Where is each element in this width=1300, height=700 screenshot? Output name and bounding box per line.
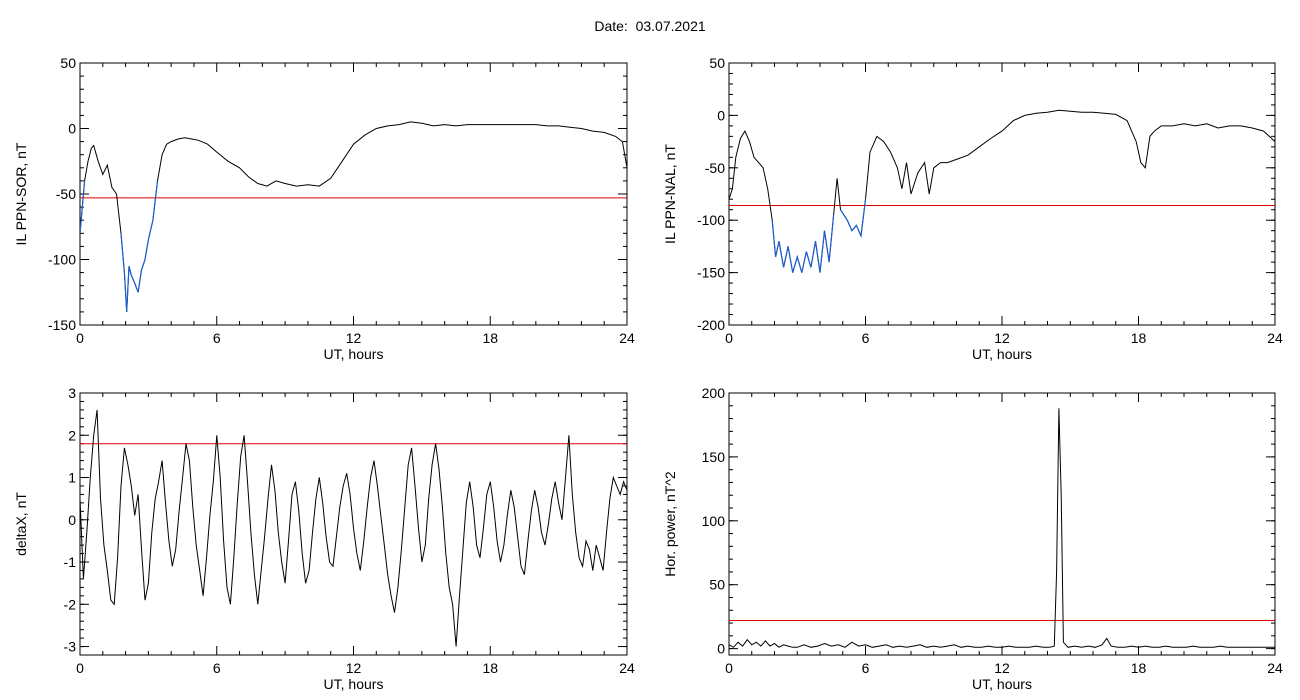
y-tick-label: -150: [697, 265, 725, 281]
plot-frame: [728, 392, 1276, 656]
y-tick-label: 100: [702, 513, 726, 529]
y-tick-label: -3: [64, 639, 77, 655]
y-axis-label: IL PPN-SOR, nT: [13, 142, 29, 245]
x-tick-label: 0: [725, 330, 733, 346]
y-tick-label: -100: [697, 212, 725, 228]
date-value: 03.07.2021: [635, 18, 706, 34]
x-axis-label: UT, hours: [324, 346, 384, 362]
x-tick-label: 18: [1131, 660, 1147, 676]
highlight-segment: [120, 180, 159, 312]
series-line: [80, 121, 627, 312]
plot-frame: [728, 62, 1276, 326]
chart-panel-1: 0 6 12 18 24 -150 -100 -50 0 50 UT, hours IL PPN-SO…: [13, 55, 635, 362]
x-axis-label: UT, hours: [972, 346, 1032, 362]
highlight-segment: [80, 180, 86, 234]
series-line: [80, 409, 627, 647]
x-tick-label: 24: [1267, 330, 1283, 346]
x-tick-label: 0: [76, 660, 84, 676]
y-axis-label: IL PPN-NAL, nT: [662, 144, 678, 244]
y-tick-label: 0: [717, 107, 725, 123]
y-tick-label: 0: [68, 512, 76, 528]
x-tick-label: 6: [213, 660, 221, 676]
series-line: [729, 408, 1275, 648]
x-tick-label: 0: [76, 330, 84, 346]
y-tick-label: -100: [48, 252, 76, 268]
y-tick-label: 50: [709, 55, 725, 71]
figure-title: Date: 03.07.2021: [0, 18, 1300, 34]
y-tick-label: -2: [64, 596, 77, 612]
y-tick-label: 2: [68, 427, 76, 443]
y-tick-label: -200: [697, 317, 725, 333]
y-axis-label: deltaX, nT: [13, 492, 29, 556]
chart-panel-4: 0 6 12 18 24 0 50 100 150 200 UT, hours Hor. power,…: [662, 385, 1283, 692]
y-tick-label: 0: [717, 641, 725, 657]
x-tick-label: 0: [725, 660, 733, 676]
y-tick-label: 50: [709, 577, 725, 593]
x-tick-label: 6: [862, 660, 870, 676]
y-tick-label: 1: [68, 470, 76, 486]
date-label: Date:: [594, 18, 628, 34]
series-line: [729, 109, 1275, 273]
y-tick-label: -50: [56, 186, 76, 202]
x-tick-label: 12: [994, 330, 1010, 346]
x-axis-label: UT, hours: [972, 676, 1032, 692]
x-axis-label: UT, hours: [324, 676, 384, 692]
chart-panel-2: 0 6 12 18 24 -200 -150 -100 -50 0 50 UT, hours IL PP…: [662, 55, 1283, 362]
x-tick-label: 18: [482, 330, 498, 346]
y-tick-label: -50: [705, 160, 725, 176]
y-tick-label: 200: [702, 385, 726, 401]
y-tick-label: 3: [68, 385, 76, 401]
x-tick-label: 6: [213, 330, 221, 346]
y-tick-label: 50: [60, 55, 76, 71]
y-tick-label: 150: [702, 449, 726, 465]
x-tick-label: 12: [994, 660, 1010, 676]
plot-frame: [79, 62, 628, 326]
highlight-segment: [839, 199, 867, 239]
x-tick-label: 24: [1267, 660, 1283, 676]
x-tick-label: 18: [482, 660, 498, 676]
x-tick-label: 12: [346, 660, 362, 676]
y-tick-label: 0: [68, 121, 76, 137]
x-tick-label: 6: [862, 330, 870, 346]
y-tick-label: -1: [64, 554, 77, 570]
y-tick-label: -150: [48, 317, 76, 333]
x-tick-label: 24: [619, 660, 635, 676]
x-tick-label: 18: [1131, 330, 1147, 346]
x-tick-label: 24: [619, 330, 635, 346]
y-axis-label: Hor. power, nT^2: [662, 471, 678, 577]
x-tick-label: 12: [346, 330, 362, 346]
highlight-segment: [771, 214, 835, 273]
